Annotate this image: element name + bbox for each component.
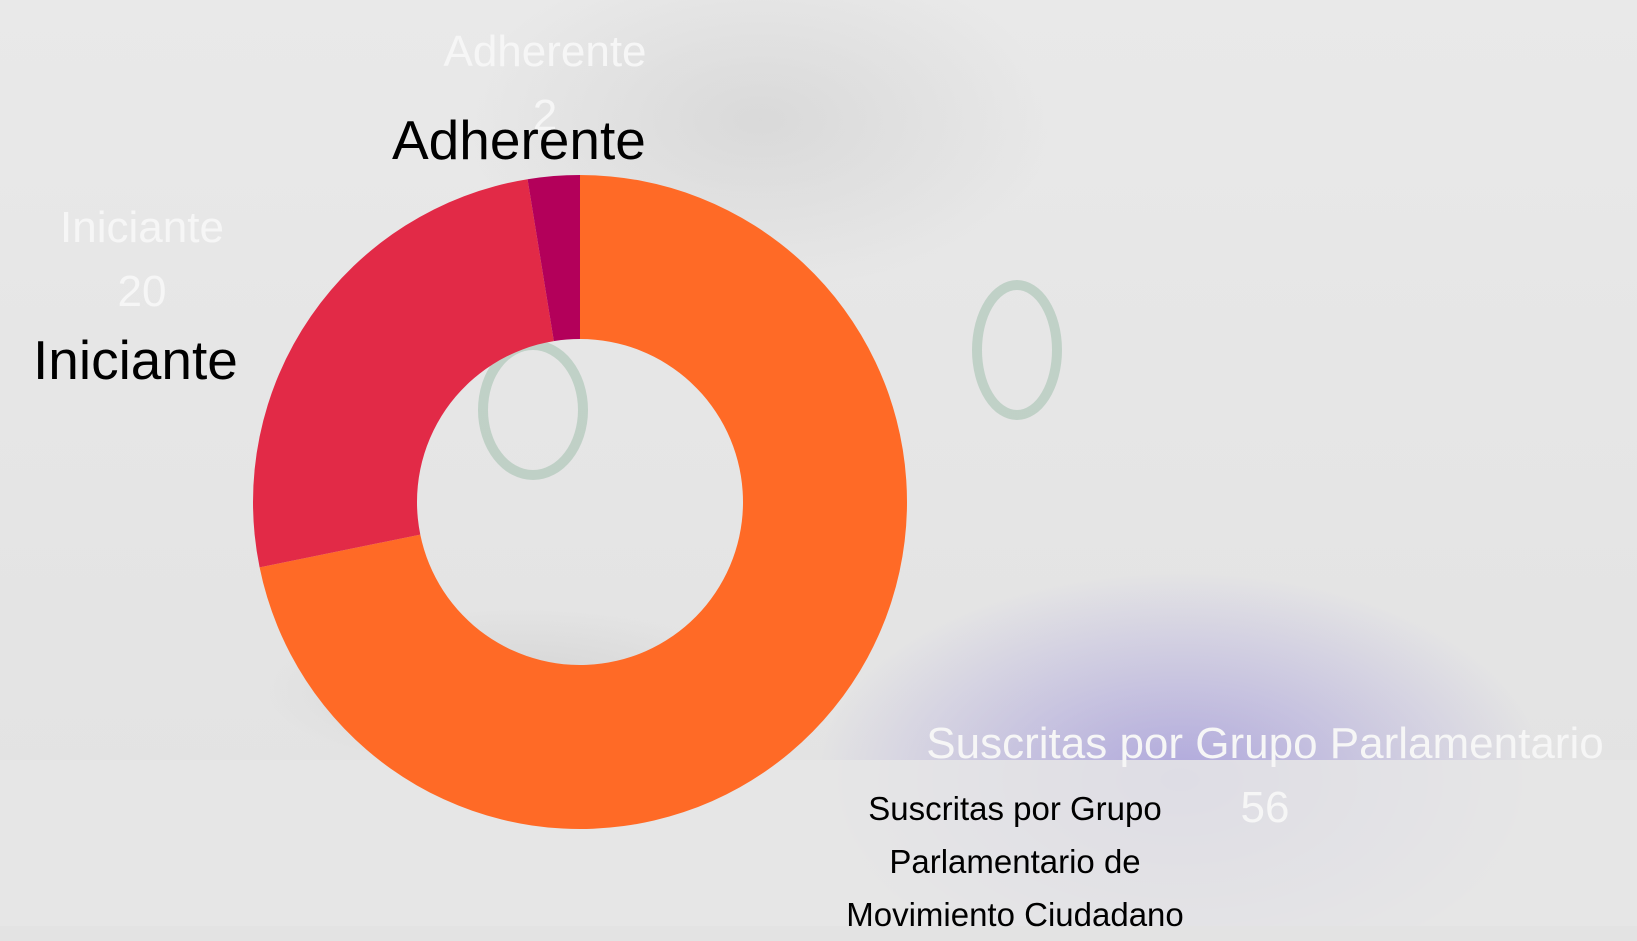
- slice-adherente: [527, 175, 580, 342]
- slice-iniciante: [253, 179, 554, 568]
- ghost-label-iniciante-name: Iniciante: [60, 203, 224, 252]
- ghost-label-suscritas-value: 56: [1240, 782, 1290, 832]
- ghost-label-suscritas: Suscritas por Grupo Parlamentario 56: [905, 712, 1625, 840]
- background-band: [0, 760, 1637, 926]
- earring-shape: [972, 280, 1062, 420]
- slice-label-suscritas: Suscritas por Grupo Parlamentario de Mov…: [846, 790, 1184, 933]
- ghost-label-suscritas-name: Suscritas por Grupo Parlamentario: [926, 719, 1604, 768]
- ghost-label-adherente-name: Adherente: [443, 27, 647, 76]
- slice-suscritas: [259, 175, 907, 829]
- ghost-label-iniciante: Iniciante 20: [42, 196, 242, 324]
- ghost-label-iniciante-value: 20: [117, 266, 167, 316]
- ghost-label-adherente-value: 2: [532, 90, 558, 140]
- slice-label-adherente: Adherente: [392, 109, 646, 171]
- slice-label-iniciante: Iniciante: [33, 329, 238, 391]
- ghost-label-adherente: Adherente 2: [415, 20, 675, 148]
